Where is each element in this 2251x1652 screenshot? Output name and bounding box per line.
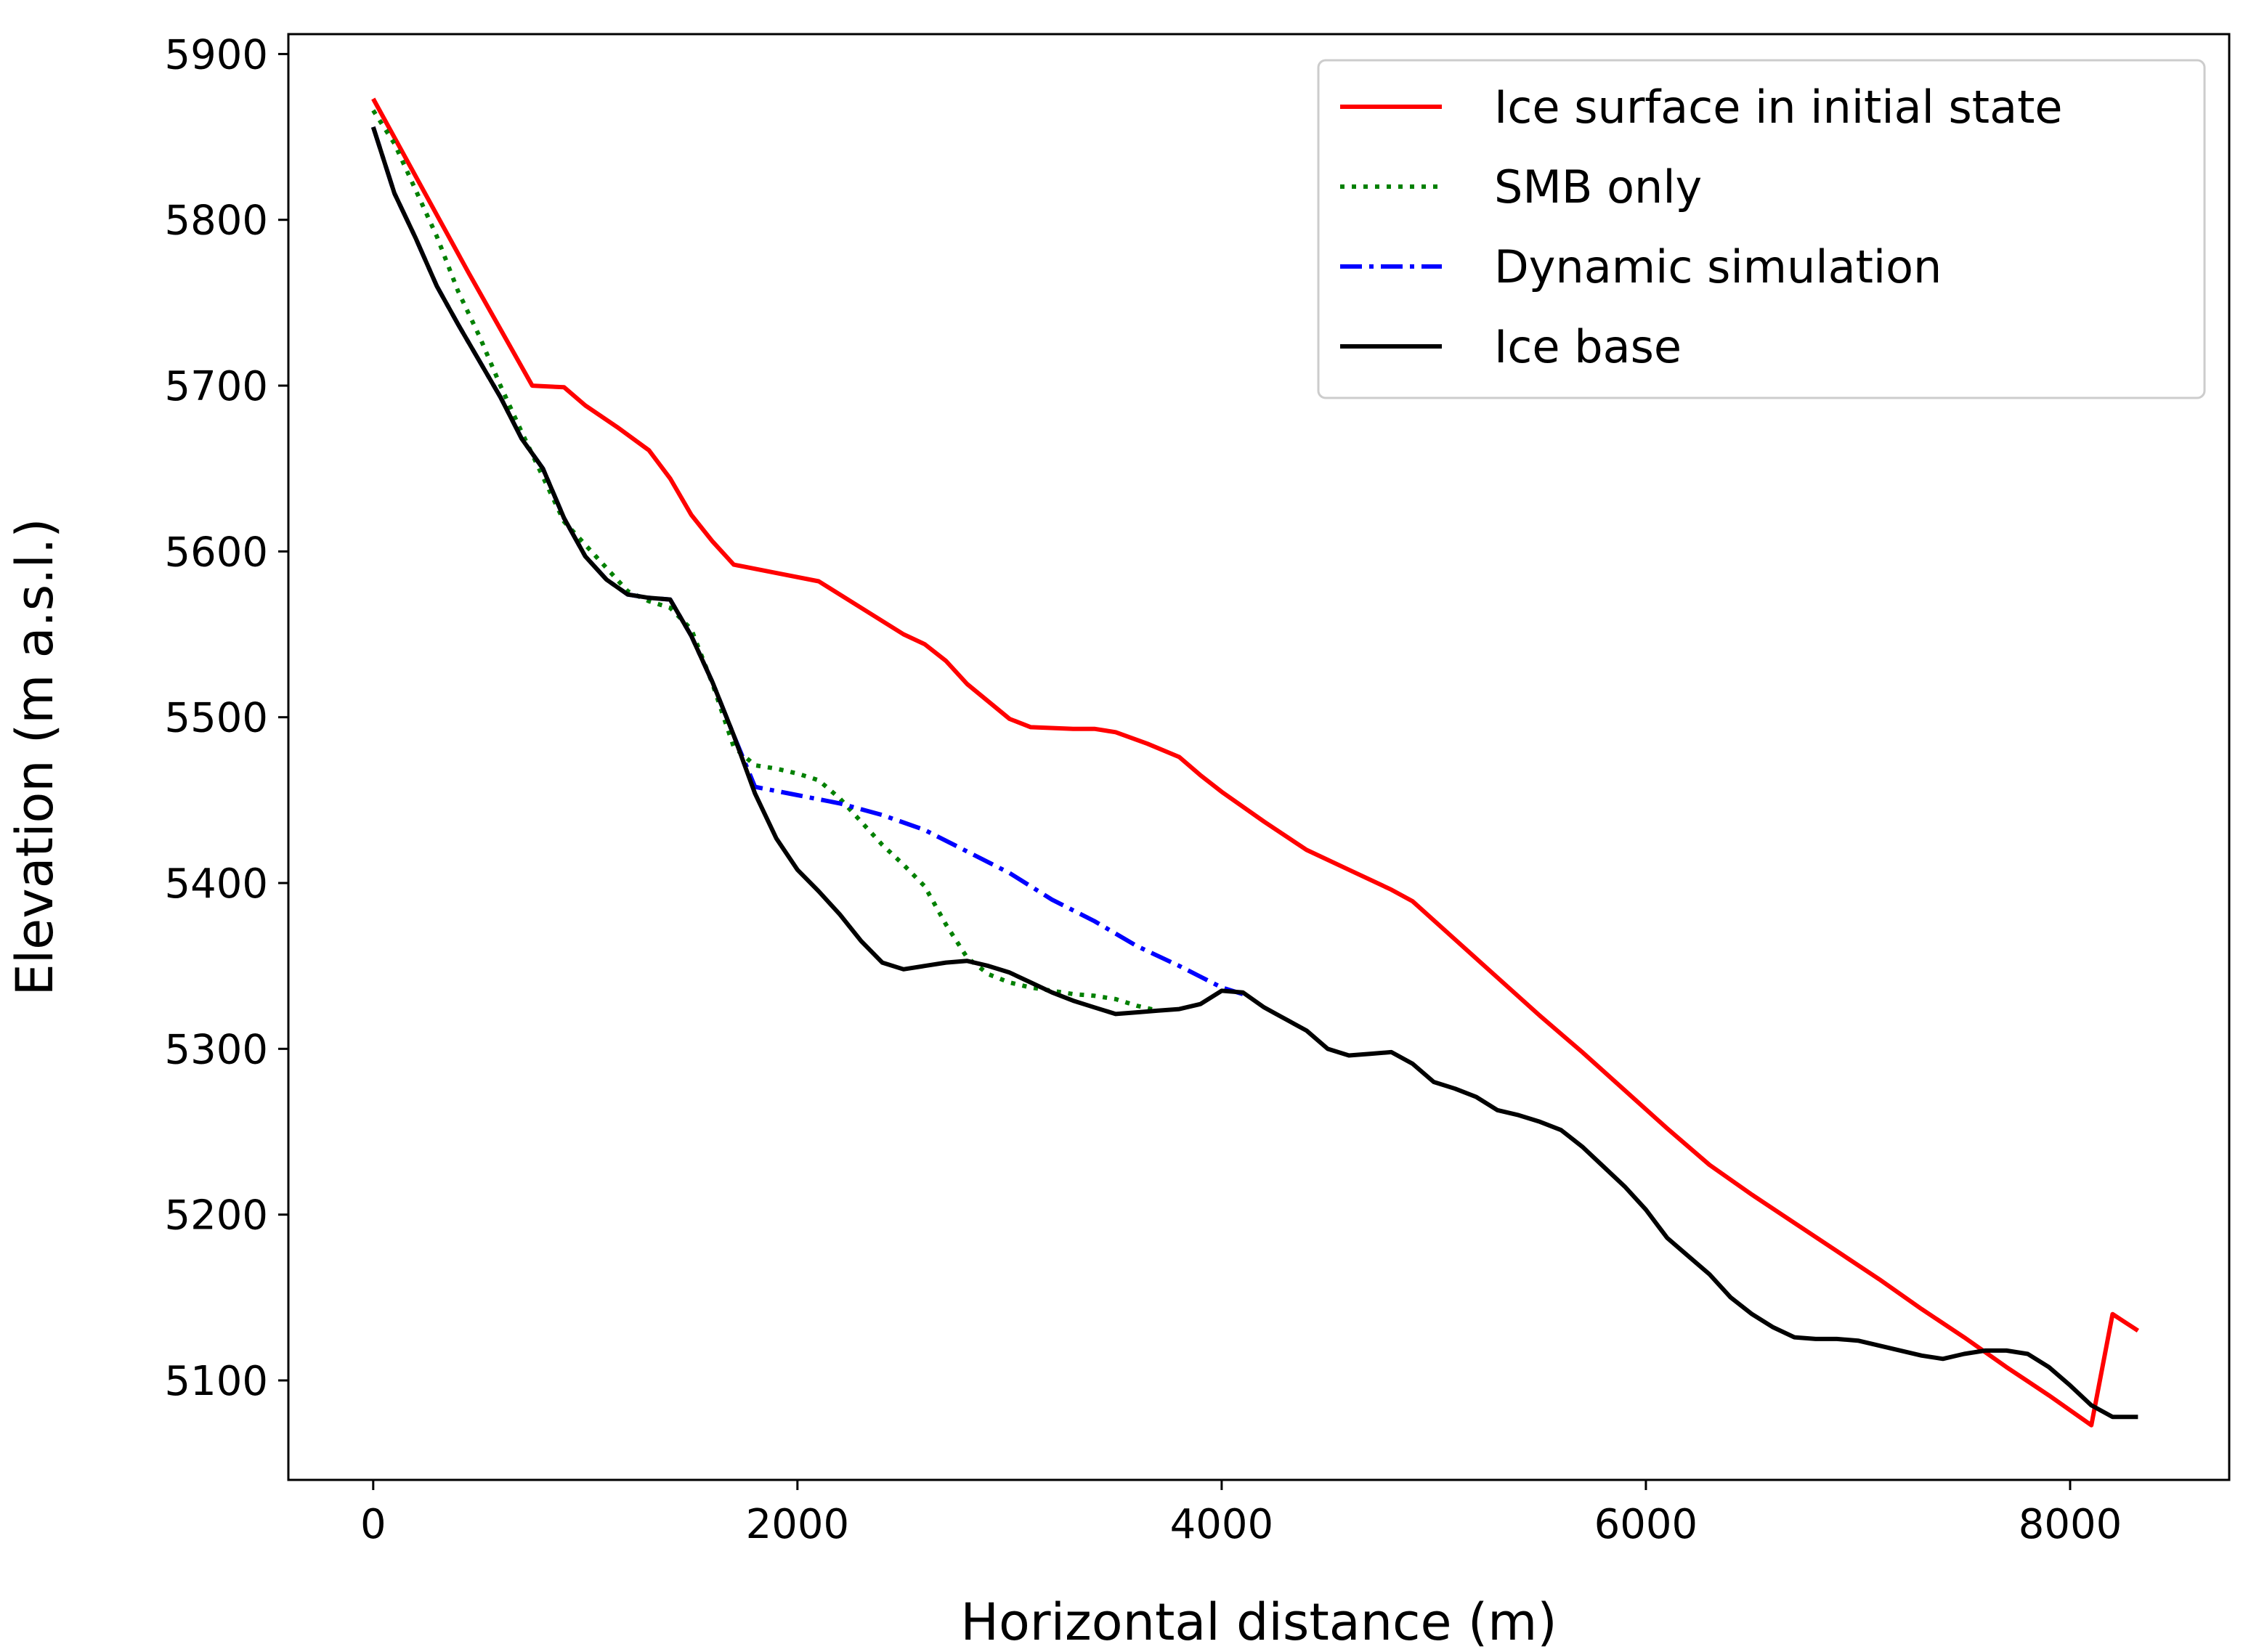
series-line-ice-base — [370, 126, 2138, 1420]
y-tick-label: 5700 — [164, 363, 268, 410]
y-tick-label: 5400 — [164, 860, 268, 908]
y-axis-title: Elevation (m a.s.l.) — [5, 518, 65, 996]
series-layer — [370, 97, 2140, 1428]
legend-label-ice-base: Ice base — [1494, 320, 1682, 373]
x-tick-label: 4000 — [1170, 1501, 1274, 1548]
legend-frame — [1317, 59, 2206, 399]
y-tick-label: 5800 — [164, 198, 268, 245]
legend-label-dynamic-simulation: Dynamic simulation — [1494, 240, 1942, 293]
tick-layer: 0 2000 4000 6000 8000 5100 5200 5300 5400 5500 560… — [164, 31, 2122, 1548]
y-tick-label: 5900 — [164, 31, 268, 78]
x-tick-label: 0 — [360, 1501, 386, 1548]
x-tick-label: 6000 — [1594, 1501, 1698, 1548]
legend-label-smb-only: SMB only — [1494, 160, 1702, 213]
series-line-ice-surface-in-initial-state — [371, 97, 2140, 1428]
y-tick-label: 5100 — [164, 1358, 268, 1405]
x-axis-title: Horizontal distance (m) — [960, 1592, 1557, 1652]
y-tick-label: 5300 — [164, 1026, 268, 1073]
legend: Ice surface in initial state SMB only Dyna… — [1317, 59, 2206, 399]
plot-area-frame — [287, 33, 2231, 1481]
y-tick-label: 5600 — [164, 529, 268, 576]
x-tick-label: 2000 — [746, 1501, 850, 1548]
y-tick-label: 5500 — [164, 695, 268, 742]
legend-label-ice-surface-in-initial-state: Ice surface in initial state — [1494, 81, 2063, 134]
y-tick-label: 5200 — [164, 1192, 268, 1240]
x-tick-label: 8000 — [2019, 1501, 2122, 1548]
